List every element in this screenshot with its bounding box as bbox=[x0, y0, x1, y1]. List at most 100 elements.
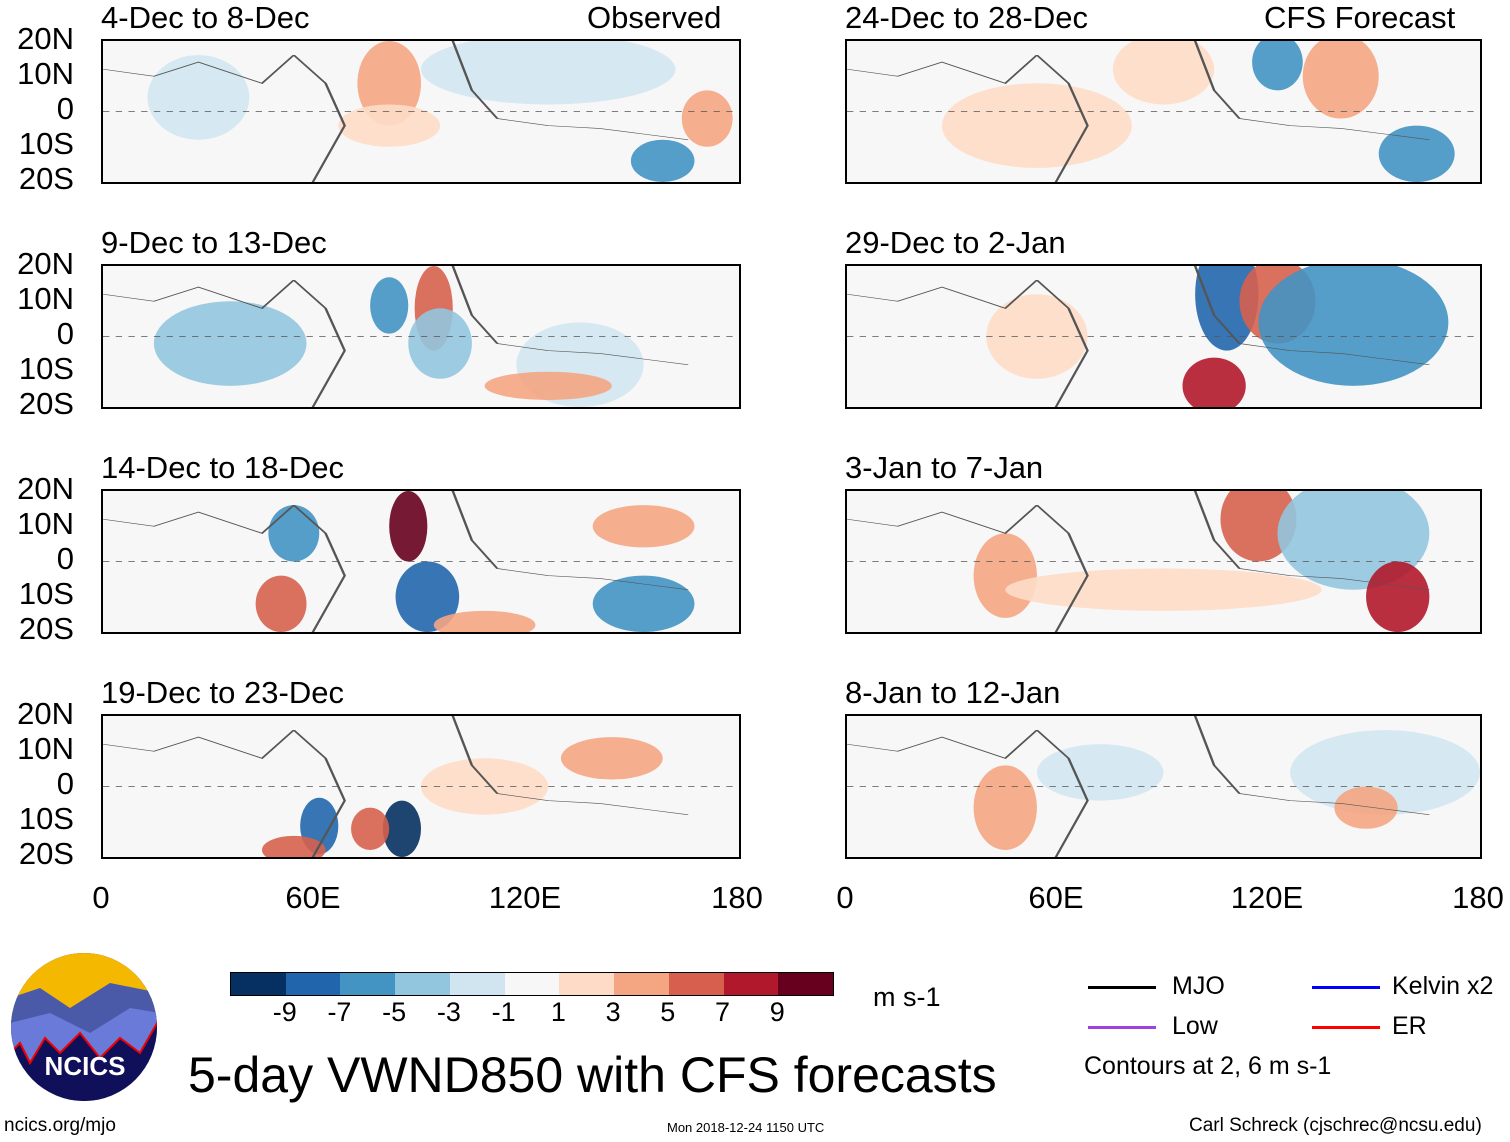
panel-title: 4-Dec to 8-Dec bbox=[101, 0, 310, 35]
panel-title: 19-Dec to 23-Dec bbox=[101, 675, 344, 710]
lon-label: 180 bbox=[1452, 880, 1504, 915]
lat-label: 20N bbox=[17, 21, 74, 56]
anomaly-blob bbox=[592, 505, 695, 548]
anomaly-blob bbox=[357, 41, 421, 126]
ncics-logo: NCICS bbox=[11, 953, 157, 1101]
colorbar-tick-label: 3 bbox=[605, 997, 621, 1027]
anomaly-blob bbox=[370, 277, 409, 334]
lat-label: 10S bbox=[18, 126, 74, 161]
anomaly-field bbox=[103, 266, 739, 407]
footer-timestamp: Mon 2018-12-24 1150 UTC bbox=[667, 1120, 825, 1135]
anomaly-blob bbox=[560, 737, 663, 780]
coastline bbox=[451, 41, 689, 140]
colorbar-swatch bbox=[449, 973, 506, 995]
lon-label: 0 bbox=[92, 880, 110, 915]
panel-title: 9-Dec to 13-Dec bbox=[101, 225, 327, 260]
lat-label: 20S bbox=[18, 611, 74, 646]
anomaly-field bbox=[103, 491, 739, 632]
map-panel bbox=[101, 714, 741, 859]
coastline bbox=[103, 730, 346, 857]
colorbar-swatch bbox=[504, 973, 561, 995]
anomaly-blob bbox=[1258, 266, 1449, 386]
lat-label: 20S bbox=[18, 161, 74, 196]
colorbar-tick-label: -3 bbox=[436, 997, 461, 1027]
lat-label: 20S bbox=[18, 386, 74, 421]
anomaly-blob bbox=[630, 139, 695, 182]
anomaly-blob bbox=[351, 807, 390, 850]
anomaly-blob bbox=[973, 533, 1037, 618]
coastline bbox=[1193, 491, 1430, 590]
colorbar-swatch bbox=[614, 973, 670, 995]
anomaly-field bbox=[847, 266, 1480, 407]
legend-mjo-label: MJO bbox=[1172, 972, 1225, 1000]
lat-label: 20N bbox=[17, 471, 74, 506]
lat-label: 0 bbox=[56, 91, 74, 126]
coastline bbox=[1193, 266, 1430, 365]
lat-label: 20N bbox=[17, 246, 74, 281]
lat-label: 10N bbox=[17, 731, 74, 766]
lat-label: 10N bbox=[17, 56, 74, 91]
colorbar-swatch bbox=[559, 973, 616, 995]
anomaly-blob bbox=[1036, 744, 1164, 801]
colorbar-tick-label: 7 bbox=[715, 997, 731, 1027]
colorbar-tick-label: 9 bbox=[769, 997, 785, 1027]
contours-note: Contours at 2, 6 m s-1 bbox=[1084, 1052, 1332, 1080]
legend-low-label: Low bbox=[1172, 1012, 1218, 1040]
anomaly-field bbox=[847, 491, 1480, 632]
legend-mjo-line bbox=[1088, 986, 1156, 989]
lat-label: 0 bbox=[56, 316, 74, 351]
anomaly-blob bbox=[421, 41, 676, 105]
coastline bbox=[847, 730, 1089, 857]
anomaly-blob bbox=[338, 104, 441, 147]
lat-label: 10S bbox=[18, 576, 74, 611]
colorbar-swatch bbox=[340, 973, 397, 995]
colorbar-swatch bbox=[285, 973, 342, 995]
anomaly-blob bbox=[262, 835, 326, 857]
legend-kelvin-line bbox=[1312, 986, 1380, 989]
coastline bbox=[847, 280, 1089, 407]
lon-label: 120E bbox=[488, 880, 562, 915]
footer-url[interactable]: ncics.org/mjo bbox=[4, 1115, 116, 1136]
colorbar-tick-label: 1 bbox=[550, 997, 566, 1027]
map-panel bbox=[845, 714, 1482, 859]
coastline bbox=[103, 55, 346, 182]
lat-label: 0 bbox=[56, 541, 74, 576]
legend-kelvin-label: Kelvin x2 bbox=[1392, 972, 1494, 1000]
observed-label: Observed bbox=[587, 0, 722, 35]
panel-title: 14-Dec to 18-Dec bbox=[101, 450, 344, 485]
coastline bbox=[847, 505, 1089, 632]
coastline bbox=[1193, 41, 1430, 140]
anomaly-blob bbox=[1252, 41, 1303, 91]
coastline bbox=[451, 266, 689, 365]
lat-label: 10N bbox=[17, 506, 74, 541]
map-panel bbox=[845, 264, 1482, 409]
anomaly-blob bbox=[941, 83, 1132, 168]
lon-label: 120E bbox=[1230, 880, 1304, 915]
anomaly-field bbox=[847, 41, 1480, 182]
anomaly-blob bbox=[408, 308, 472, 379]
colorbar-tick-label: -9 bbox=[272, 997, 297, 1027]
lon-label: 60E bbox=[285, 880, 341, 915]
anomaly-blob bbox=[973, 765, 1037, 850]
colorbar-tick-label: -5 bbox=[382, 997, 407, 1027]
anomaly-field bbox=[103, 716, 739, 857]
map-panel bbox=[845, 489, 1482, 634]
anomaly-blob bbox=[1302, 41, 1379, 119]
lon-label: 0 bbox=[836, 880, 854, 915]
anomaly-blob bbox=[1005, 568, 1322, 611]
anomaly-field bbox=[103, 41, 739, 182]
cfs-forecast-label: CFS Forecast bbox=[1264, 0, 1456, 35]
map-panel bbox=[101, 489, 741, 634]
coastline bbox=[451, 491, 689, 590]
logo-text: NCICS bbox=[45, 1051, 126, 1081]
anomaly-blob bbox=[1366, 561, 1430, 632]
map-panel bbox=[101, 39, 741, 184]
legend-er-line bbox=[1312, 1026, 1380, 1029]
colorbar-tick-label: -1 bbox=[491, 997, 516, 1027]
colorbar-swatch bbox=[668, 973, 725, 995]
anomaly-blob bbox=[1334, 786, 1398, 829]
anomaly-blob bbox=[382, 800, 421, 857]
anomaly-blob bbox=[153, 301, 307, 386]
anomaly-blob bbox=[268, 505, 320, 562]
coastline bbox=[103, 280, 346, 407]
